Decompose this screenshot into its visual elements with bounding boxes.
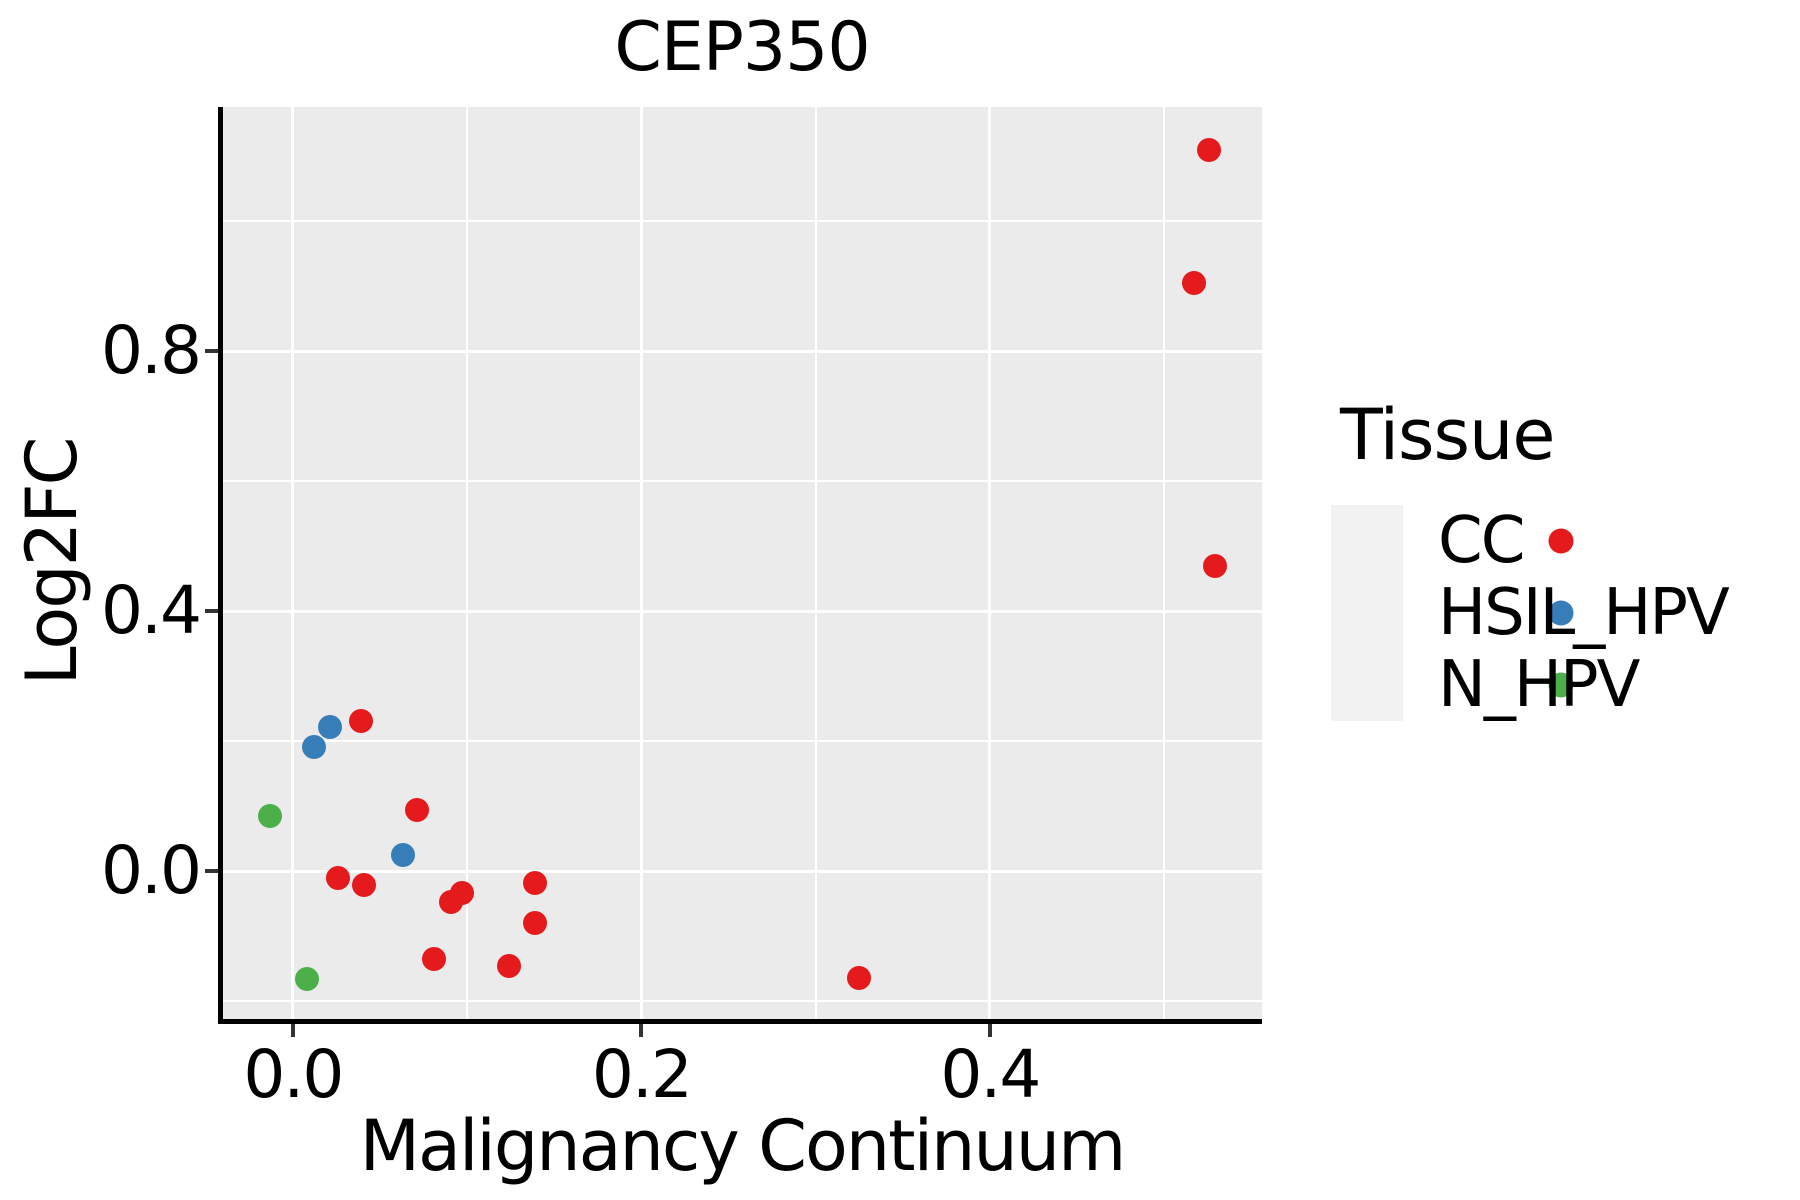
y-major-gridline (222, 609, 1262, 613)
legend-dot-CC (1548, 528, 1574, 554)
legend-item-CC: CC (1331, 505, 1791, 577)
x-major-gridline (291, 107, 295, 1020)
data-point-HSIL_HPV (390, 843, 415, 868)
y-tick-mark (205, 869, 218, 874)
legend-label-HSIL_HPV: HSIL_HPV (1438, 576, 1730, 650)
x-tick-mark (290, 1024, 295, 1037)
x-major-gridline (639, 107, 643, 1020)
data-point-N_HPV (258, 803, 283, 828)
data-point-CC (439, 890, 464, 915)
data-point-CC (523, 871, 548, 896)
data-point-N_HPV (294, 966, 319, 991)
y-minor-gridline (222, 480, 1262, 482)
data-point-CC (1197, 138, 1222, 163)
data-point-CC (523, 911, 548, 936)
legend-item-HSIL_HPV: HSIL_HPV (1331, 577, 1791, 649)
legend-label-N_HPV: N_HPV (1438, 648, 1640, 722)
legend-dot-HSIL_HPV (1548, 600, 1574, 626)
data-point-CC (496, 953, 521, 978)
data-point-CC (1202, 554, 1227, 579)
legend-label-CC: CC (1438, 504, 1525, 578)
legend-key-CC (1331, 505, 1403, 577)
x-tick-label: 0.0 (243, 1036, 344, 1113)
x-tick-mark (987, 1024, 992, 1037)
y-tick-label: 0.8 (101, 312, 202, 389)
y-minor-gridline (222, 1000, 1262, 1003)
legend-item-N_HPV: N_HPV (1331, 649, 1791, 721)
x-tick-label: 0.2 (591, 1036, 693, 1113)
data-point-CC (847, 966, 872, 991)
data-point-CC (1181, 270, 1206, 295)
legend-dot-N_HPV (1548, 672, 1574, 698)
y-tick-mark (205, 349, 218, 353)
y-axis-title: Log2FC (11, 438, 93, 686)
data-point-CC (422, 946, 447, 971)
data-point-CC (348, 708, 373, 733)
y-minor-gridline (222, 220, 1262, 222)
data-point-CC (326, 866, 351, 891)
x-major-gridline (988, 107, 992, 1020)
x-minor-gridline (1163, 107, 1166, 1020)
x-axis-line (218, 1019, 1262, 1024)
x-axis-title: Malignancy Continuum (359, 1105, 1127, 1187)
y-minor-gridline (222, 740, 1262, 743)
data-point-HSIL_HPV (317, 714, 342, 739)
legend-title: Tissue (1340, 394, 1555, 476)
legend-key-N_HPV (1331, 649, 1403, 721)
y-major-gridline (222, 349, 1262, 353)
y-tick-label: 0.0 (101, 832, 202, 910)
x-minor-gridline (814, 107, 817, 1020)
y-tick-mark (205, 609, 218, 613)
x-tick-label: 0.4 (940, 1036, 1041, 1113)
y-axis-line (218, 107, 223, 1024)
data-point-CC (352, 873, 377, 898)
x-minor-gridline (466, 107, 469, 1020)
plot-title: CEP350 (614, 8, 870, 87)
y-major-gridline (222, 869, 1262, 873)
data-point-CC (404, 797, 429, 822)
plot-panel (222, 107, 1262, 1020)
data-point-HSIL_HPV (301, 734, 326, 759)
y-tick-label: 0.4 (101, 572, 202, 649)
x-tick-mark (639, 1024, 644, 1037)
legend-key-HSIL_HPV (1331, 577, 1403, 649)
